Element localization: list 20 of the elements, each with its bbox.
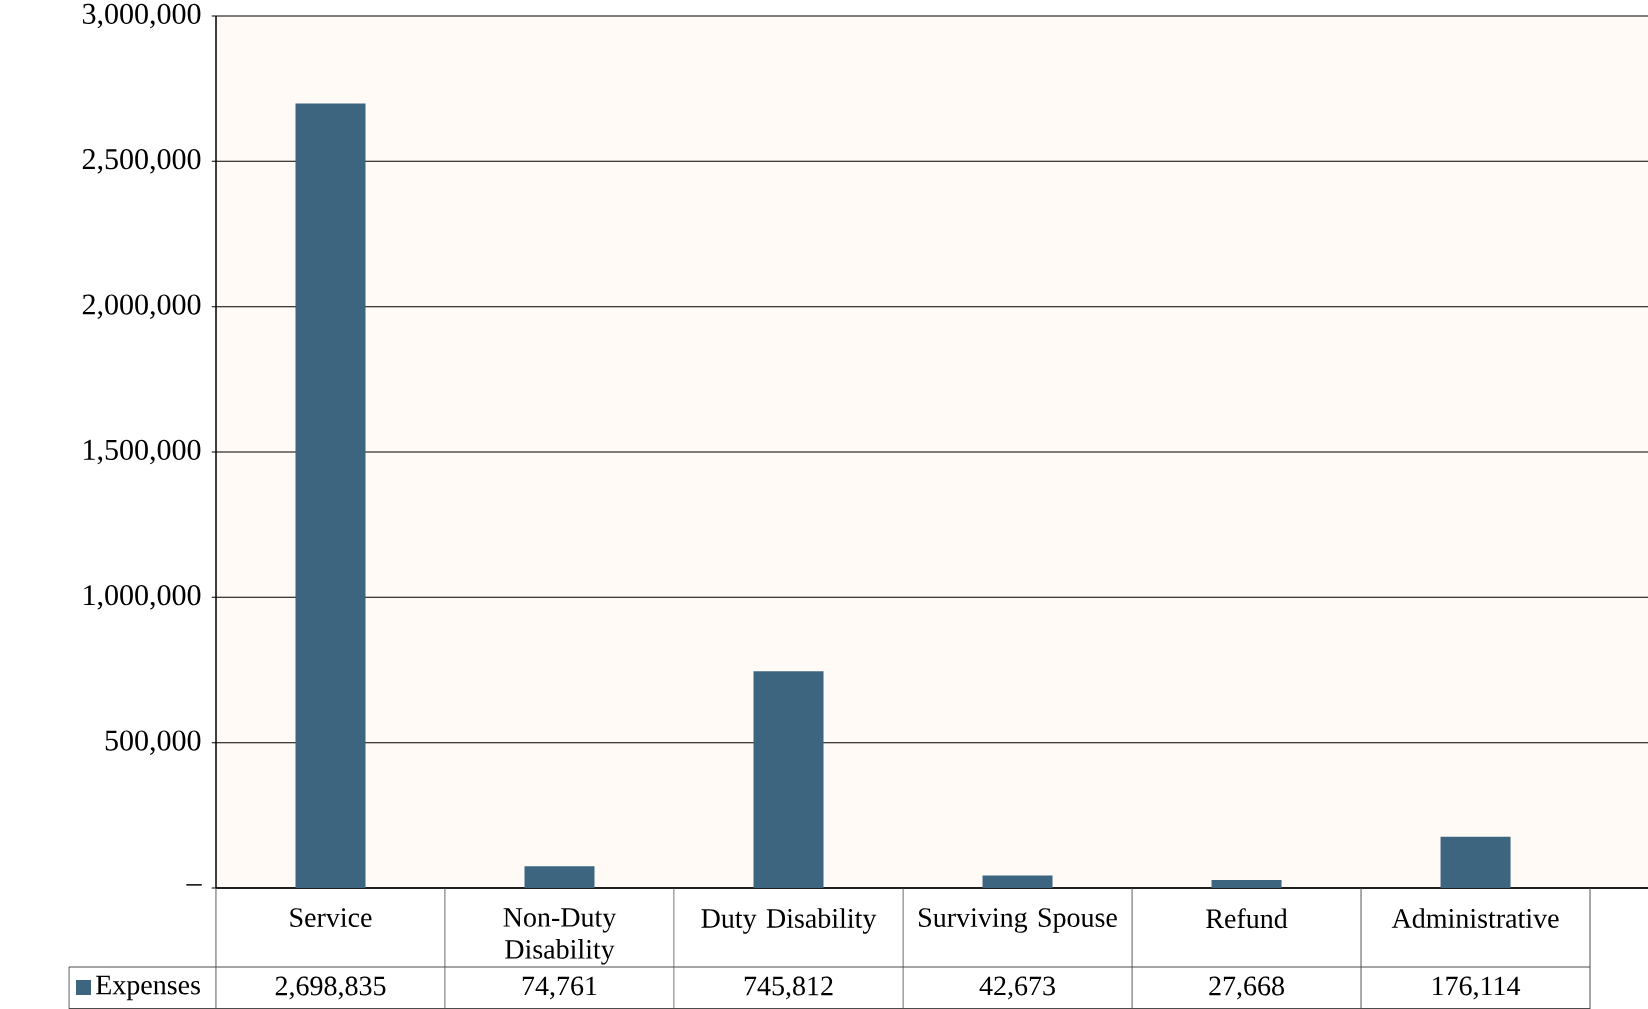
y-tick-label: 1,000,000 [84, 585, 201, 610]
x-tick-label: Refund [1206, 908, 1288, 929]
data-label: 74,761 [522, 976, 597, 1000]
y-tick-label: 500,000 [105, 730, 201, 755]
y-tick-label: 1,500,000 [84, 439, 201, 465]
y-tick-label: – [186, 884, 202, 886]
x-tick-label: Surviving Spouse [919, 908, 1117, 933]
x-tick-label: Service [290, 908, 372, 928]
x-tick-label: Duty Disability [701, 908, 877, 934]
data-label: 745,812 [744, 976, 833, 1000]
data-label: 42,673 [979, 976, 1055, 1000]
data-label: 176,114 [1433, 976, 1521, 1000]
x-tick-label: Administrative [1391, 908, 1559, 928]
data-label: 2,698,835 [275, 976, 386, 1000]
x-tick-label: Non-Duty Disability [503, 908, 617, 965]
y-tick-label: 2,500,000 [82, 149, 201, 174]
y-tick-label: 2,000,000 [82, 294, 201, 319]
y-tick-label: 3,000,000 [82, 3, 201, 29]
data-label: 27,668 [1209, 976, 1284, 1000]
legend-label: Expenses [96, 975, 200, 1001]
